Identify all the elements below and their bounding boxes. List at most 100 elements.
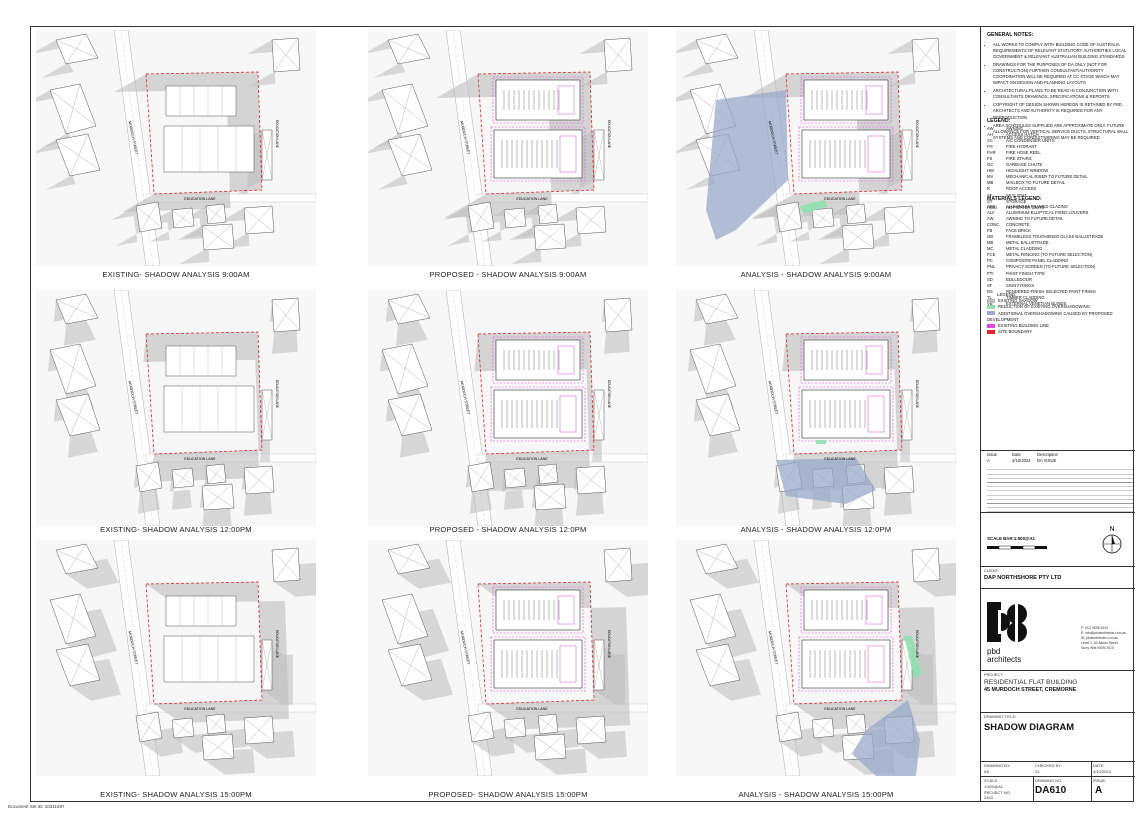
legend-desc: FIRE HYDRANT: [1006, 143, 1037, 149]
legend-code: AH: [987, 131, 993, 137]
legend-code: PTI: [987, 270, 994, 276]
shadow-legend-title: LEGEND:: [997, 292, 1017, 297]
legend-desc: ALUMINIUM FRAMED GLAZING: [1006, 203, 1068, 209]
shadow-legend-row: EXISTING SHADOW: [987, 298, 1133, 304]
scale-bar-label: SCALE BAR 1:500@A1: [987, 536, 1035, 541]
general-note: COPYRIGHT OF DESIGN SHOWN HEREON IS RETA…: [993, 102, 1133, 120]
shadow-legend-row: EXISTING BUILDING LINE: [987, 323, 1133, 329]
east-lane-label: EDUCATION LANE: [607, 120, 611, 148]
lane-label: EDUCATION LANE: [824, 197, 856, 201]
legend-desc: FACE BRICK: [1006, 227, 1031, 233]
legend-title: LEGEND:: [987, 118, 1011, 124]
project-no-label: PROJECT NO.: [984, 790, 1011, 795]
legend-code: MB: [987, 180, 994, 186]
legend-row: HWU HOT WATER UNITS: [987, 205, 1133, 211]
legend-row: GB FRAMELESS TOUGHENED GLASS BALUSTRADE: [987, 234, 1133, 240]
legend-row: AW AWNING: [987, 126, 1133, 132]
legend-desc: EXTERNAL VENETIAN BLINDS: [1006, 301, 1067, 307]
shadow-panel-7: MURDOCH STREET EDUCATION LANE EDUCATION LA…: [36, 540, 316, 776]
issue-label: ISSUE:: [1093, 778, 1107, 783]
shadow-legend-label: SITE BOUNDARY: [998, 328, 1033, 334]
legend-code: HW: [987, 168, 994, 174]
checked-by-label: CHECKED BY:: [1035, 763, 1062, 768]
legend-desc: ACCESS HATCH: [1006, 131, 1039, 137]
site-plan-drawing: MURDOCH STREET EDUCATION LANE EDUCATION LA…: [368, 30, 648, 266]
east-lane-label: EDUCATION LANE: [915, 380, 919, 408]
shadow-legend-label: EXISTING SHADOW: [998, 298, 1038, 304]
legend-row: MV MECHANICAL RISER TO FUTURE DETAIL: [987, 174, 1133, 180]
shadow-panel-1: MURDOCH STREET EDUCATION LANE EDUCATION LA…: [36, 30, 316, 266]
panel-caption: PROPOSED - SHADOW ANALYSIS 9:00AM: [429, 270, 587, 279]
legend-row: SD BOLLEDOOR: [987, 277, 1133, 283]
general-notes-list: ALL WORKS TO COMPLY WITH BUILDING CODE O…: [987, 42, 1133, 141]
issue-table: Issue Date Description A 4/10/2024 DA ISSUE: [987, 452, 1133, 517]
east-lane-label: EDUCATION LANE: [915, 120, 919, 148]
east-lane-label: EDUCATION LANE: [915, 630, 919, 658]
site-plan-drawing: MURDOCH STREET EDUCATION LANE EDUCATION LA…: [368, 540, 648, 776]
shadow-panel-8: MURDOCH STREET EDUCATION LANE EDUCATION LA…: [368, 540, 648, 776]
legend-row: SF SIGN FIXINGS: [987, 283, 1133, 289]
legend-row: SF SKYLIGHT: [987, 193, 1133, 199]
drawing-number: DA610: [1035, 785, 1067, 796]
legend-row: FCE METAL FENCING (TO FUTURE SELECTION): [987, 252, 1133, 258]
shadow-panel-2: MURDOCH STREET EDUCATION LANE EDUCATION LA…: [368, 30, 648, 266]
project-label: PROJECT:: [984, 672, 1004, 677]
drawn-by-label: DRAWING BY:: [984, 763, 1011, 768]
shadow-panel-3: MURDOCH STREET EDUCATION LANE EDUCATION LA…: [676, 30, 956, 266]
legend-desc: RENDERED FINISH SELECTED PAINT FINISH: [1006, 288, 1096, 294]
title-block: GENERAL NOTES: ALL WORKS TO COMPLY WITH …: [980, 26, 1135, 802]
legend-row: FHR FIRE HOSE REEL: [987, 150, 1133, 156]
panel-caption: ANALYSIS - SHADOW ANALYSIS 15:00PM: [738, 790, 894, 799]
scale-bar-graphic: [987, 546, 1047, 550]
drawing-no-label: DRAWING NO.: [1035, 778, 1063, 783]
lane-label: EDUCATION LANE: [516, 197, 548, 201]
legend-code: AFG: [987, 203, 996, 209]
site-plan-drawing: MURDOCH STREET EDUCATION LANE EDUCATION LA…: [676, 290, 956, 526]
legend-swatch: [987, 305, 995, 310]
legend-list: AW AWNING AH ACCESS HATCH AC A/C CONDENSER UN…: [987, 126, 1133, 211]
materials-title: MATERIALS LEGEND:: [987, 196, 1042, 202]
legend-desc: PAINT FINISH TYPE: [1006, 270, 1045, 276]
shadow-legend-label: REDUCTION OF EXISTING OVERSHADOWING: [998, 304, 1090, 310]
general-note: DRAWINGS FOR THE PURPOSES OF DA ONLY (NO…: [993, 62, 1133, 86]
legend-desc: METAL CLADDING: [1006, 246, 1043, 252]
legend-row: RS RENDERED FINISH SELECTED PAINT FINISH: [987, 289, 1133, 295]
firm-contact-line: E: info@pbdarchitects.com.au: [1081, 631, 1127, 636]
svg-text:N: N: [1109, 526, 1114, 533]
legend-row: MC METAL CLADDING: [987, 246, 1133, 252]
legend-desc: SKYLIGHT: [1006, 192, 1027, 198]
checked-by: XL: [1035, 769, 1040, 774]
legend-code: R: [987, 186, 991, 192]
pbd-logo-icon: [987, 602, 1027, 642]
lane-label: EDUCATION LANE: [516, 457, 548, 461]
project-line1: RESIDENTIAL FLAT BUILDING: [984, 679, 1078, 686]
document-set-id: Document Set ID: 10311597: [8, 804, 65, 809]
project-number: 2403: [984, 795, 993, 800]
firm-contact: P: (02) 9698 8140 E: info@pbdarchitects.c…: [1081, 626, 1126, 652]
shadow-legend-list: EXISTING SHADOW REDUCTION OF EXISTING OVE…: [987, 298, 1133, 335]
legend-code: RS: [987, 288, 993, 294]
lane-label: EDUCATION LANE: [184, 707, 216, 711]
legend-row: AW AWNING TO FUTURE DETAIL: [987, 216, 1133, 222]
legend-desc: AWNING TO FUTURE DETAIL: [1006, 215, 1064, 221]
legend-desc: METAL FENCING (TO FUTURE SELECTION): [1006, 252, 1093, 258]
legend-desc: ROOF ACCESS: [1006, 186, 1037, 192]
panel-caption: EXISTING- SHADOW ANALYSIS 12:00PM: [100, 525, 252, 534]
shadow-panel-6: MURDOCH STREET EDUCATION LANE EDUCATION LA…: [676, 290, 956, 526]
site-plan-drawing: MURDOCH STREET EDUCATION LANE EDUCATION LA…: [368, 290, 648, 526]
legend-row: PNL PRIVACY SCREEN (TO FUTURE SELECTION): [987, 264, 1133, 270]
legend-code: FHR: [987, 149, 996, 155]
legend-row: MB METAL BALUSTRADE: [987, 240, 1133, 246]
legend-desc: METAL BALUSTRADE: [1006, 240, 1049, 246]
shadow-legend-row: REDUCTION OF EXISTING OVERSHADOWING: [987, 304, 1133, 310]
legend-block: LEGEND: AW AWNING AH ACCESS HATCH AC A/C COND…: [987, 118, 1133, 211]
legend-desc: AWNING: [1006, 125, 1024, 131]
legend-row: R ROOF ACCESS: [987, 186, 1133, 192]
street-label: MURDOCH STREET: [127, 381, 138, 416]
general-note: ALL WORKS TO COMPLY WITH BUILDING CODE O…: [993, 42, 1133, 60]
legend-row: PC COMPOSITE PANEL CLADDING: [987, 258, 1133, 264]
legend-row: MB MAILBOX TO FUTURE DETAIL: [987, 180, 1133, 186]
issue-cell: DA ISSUE: [1037, 458, 1057, 464]
legend-code: ALV: [987, 209, 995, 215]
legend-row: AC A/C CONDENSER UNITS: [987, 138, 1133, 144]
